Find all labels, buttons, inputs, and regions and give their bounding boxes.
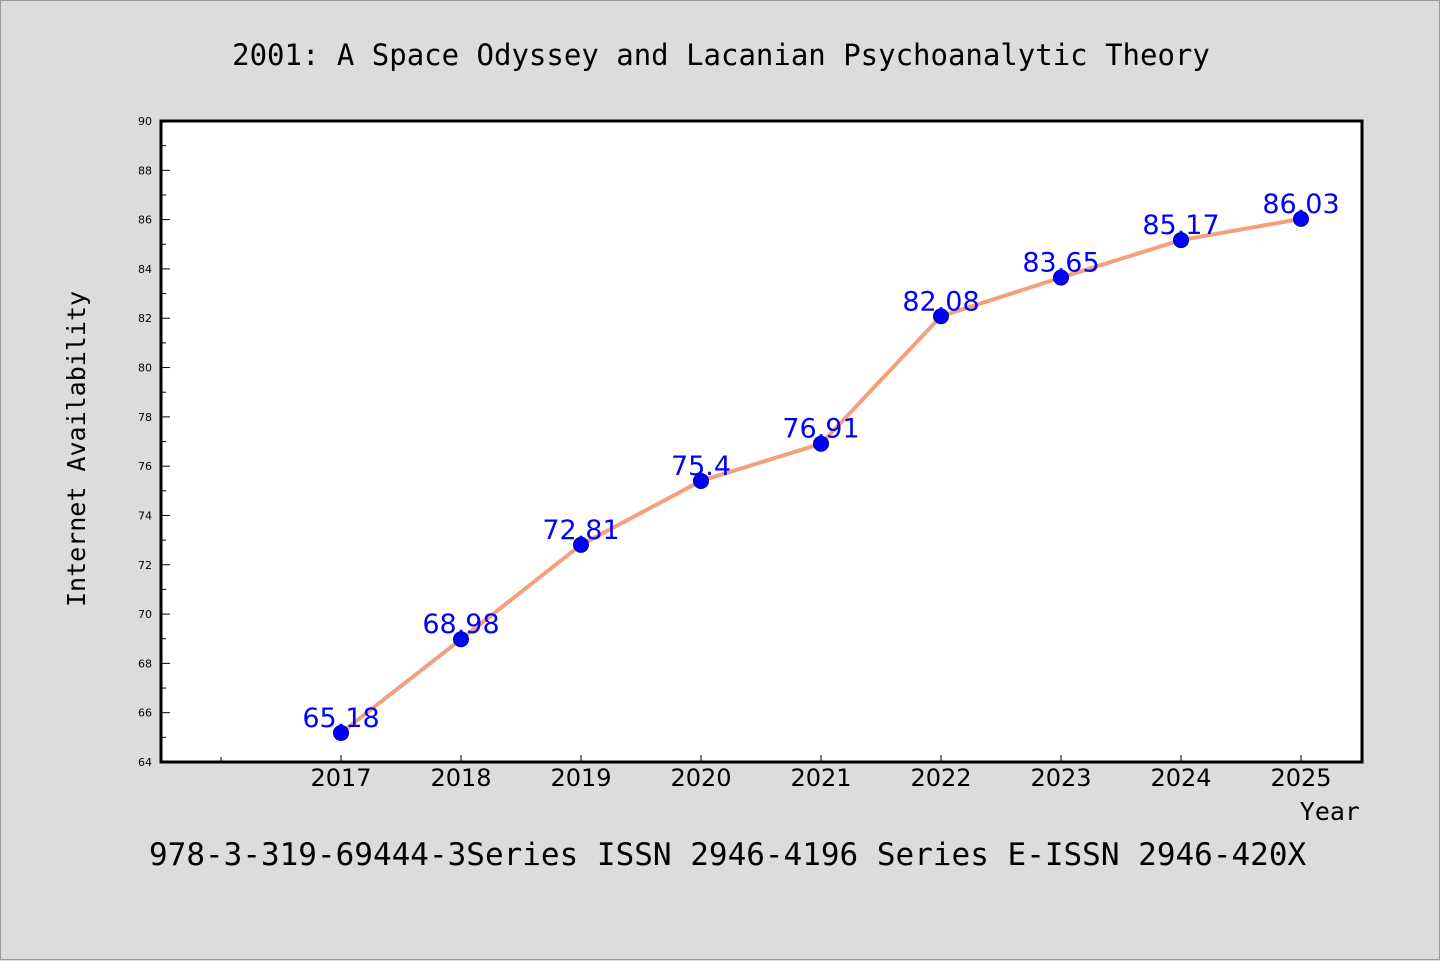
y-tick-label: 90 (138, 115, 152, 128)
x-tick-label: 2020 (670, 764, 731, 792)
y-tick-label: 64 (138, 756, 152, 769)
data-label: 68.98 (422, 609, 499, 640)
y-tick-label: 74 (138, 509, 152, 522)
data-label: 65.18 (302, 703, 379, 734)
data-label: 75.4 (671, 451, 731, 482)
data-point-marker (933, 308, 949, 325)
data-point-marker (333, 724, 349, 741)
data-label: 72.81 (542, 515, 619, 546)
x-axis: 2017 2018 2019 2020 2021 2022 2023 2024 2025 (220, 755, 1332, 792)
y-tick-label: 68 (138, 657, 152, 670)
x-tick-label: 2018 (430, 764, 491, 792)
series-layer (333, 210, 1309, 741)
y-tick-label: 86 (138, 214, 152, 227)
y-tick-label: 78 (138, 411, 152, 424)
y-axis: 64 66 68 70 72 74 76 78 80 82 84 86 88 90 (138, 115, 170, 769)
x-tick-label: 2021 (790, 764, 851, 792)
data-point-marker (1173, 232, 1189, 249)
x-tick-label: 2023 (1030, 764, 1091, 792)
y-tick-label: 72 (138, 559, 152, 572)
y-tick-label: 76 (138, 460, 152, 473)
y-tick-label: 82 (138, 312, 152, 325)
plot-area (159, 119, 1364, 764)
data-point-marker (1293, 210, 1309, 227)
x-tick-label: 2019 (550, 764, 611, 792)
x-tick-label: 2022 (910, 764, 971, 792)
y-tick-label: 70 (138, 608, 152, 621)
data-point-marker (693, 472, 709, 489)
data-label: 83.65 (1022, 248, 1099, 279)
data-point-marker (1053, 269, 1069, 286)
data-label: 86.03 (1262, 189, 1339, 220)
data-point-marker (453, 631, 469, 648)
y-tick-label: 66 (138, 707, 152, 720)
data-label: 85.17 (1142, 210, 1219, 241)
y-tick-label: 88 (138, 164, 152, 177)
data-label-layer: 65.18 68.98 72.81 75.4 76.91 82.08 83.65 85.17 8… (302, 189, 1339, 734)
chart-title: 2001: A Space Odyssey and Lacanian Psych… (232, 38, 1210, 72)
data-point-marker (573, 536, 589, 553)
x-tick-label: 2024 (1150, 764, 1211, 792)
y-tick-label: 80 (138, 362, 152, 375)
y-axis-label: Internet Availability (62, 291, 91, 607)
data-label: 76.91 (782, 414, 859, 445)
y-tick-label: 84 (138, 263, 152, 276)
x-axis-label: Year (1300, 797, 1360, 826)
data-label: 82.08 (902, 286, 979, 317)
footer-isbn-issn: 978-3-319-69444-3Series ISSN 2946-4196 S… (149, 837, 1306, 873)
x-tick-label: 2017 (310, 764, 371, 792)
x-tick-label: 2025 (1270, 764, 1331, 792)
data-point-marker (813, 435, 829, 452)
